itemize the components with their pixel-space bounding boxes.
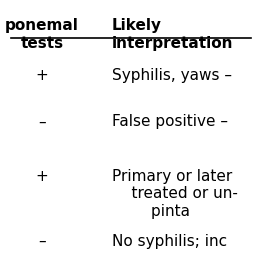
Text: Syphilis, yaws –: Syphilis, yaws – (112, 68, 232, 83)
Text: False positive –: False positive – (112, 114, 228, 129)
Text: –: – (38, 114, 46, 129)
Text: +: + (36, 68, 48, 83)
Text: Likely
interpretation: Likely interpretation (112, 18, 233, 51)
Text: No syphilis; inc: No syphilis; inc (112, 234, 227, 249)
Text: –: – (38, 234, 46, 249)
Text: +: + (36, 169, 48, 184)
Text: Primary or later
    treated or un-
        pinta: Primary or later treated or un- pinta (112, 169, 238, 219)
Text: ponemal
tests: ponemal tests (5, 18, 79, 51)
